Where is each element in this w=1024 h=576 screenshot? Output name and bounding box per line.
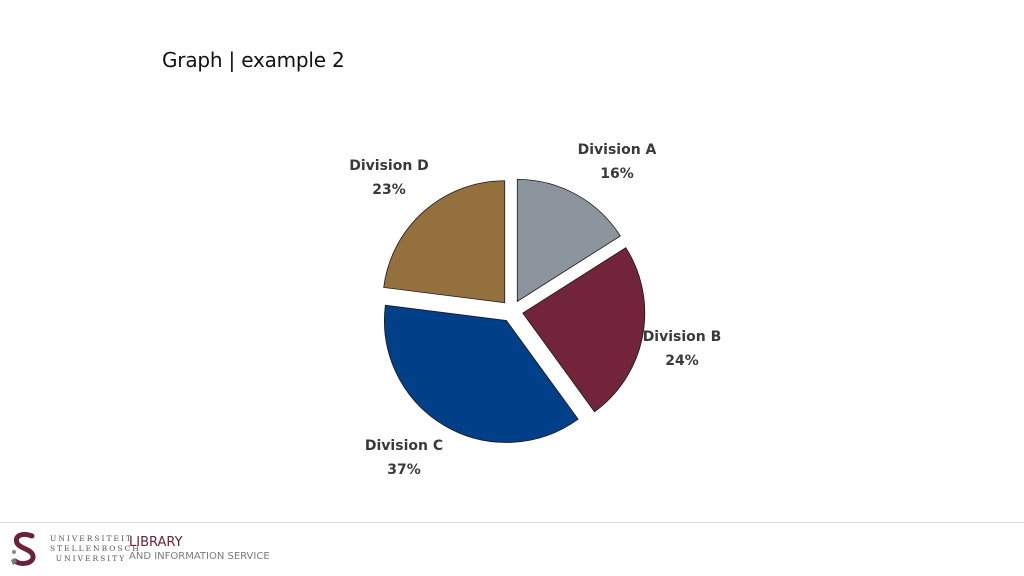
pie-slice-division-d	[383, 180, 506, 304]
slice-percent-label: 24%	[665, 353, 699, 369]
footer-divider	[0, 522, 1024, 523]
slice-percent-label: 16%	[600, 166, 634, 182]
university-name-line: UNIVERSITEIT	[50, 534, 133, 543]
slice-category-label: Division B	[643, 329, 722, 345]
library-subtitle: AND INFORMATION SERVICE	[129, 551, 270, 562]
pie-slices	[383, 178, 646, 443]
pie-slice-division-c	[384, 304, 579, 443]
library-title: LIBRARY	[129, 535, 183, 550]
slice-category-label: Division A	[578, 142, 657, 158]
slice-category-label: Division D	[349, 158, 429, 174]
university-name-line: STELLENBOSCH	[50, 544, 141, 553]
pie-labels: Division A 16% Division B 24% Division C 37% D…	[349, 142, 721, 478]
slide-title: Graph | example 2	[162, 48, 345, 72]
slice-percent-label: 37%	[387, 462, 421, 478]
slice-category-label: Division C	[365, 438, 443, 454]
university-logo-icon	[8, 530, 42, 568]
pie-chart: Division A 16% Division B 24% Division C 37% D…	[349, 142, 721, 478]
pie-slice-division-a	[516, 178, 621, 303]
university-name-line: UNIVERSITY	[55, 554, 127, 563]
university-name: UNIVERSITEIT STELLENBOSCH UNIVERSITY	[50, 534, 141, 564]
slice-percent-label: 23%	[372, 182, 406, 198]
footer-branding: UNIVERSITEIT STELLENBOSCH UNIVERSITY LIB…	[8, 530, 308, 570]
pie-slice-division-b	[522, 247, 646, 413]
